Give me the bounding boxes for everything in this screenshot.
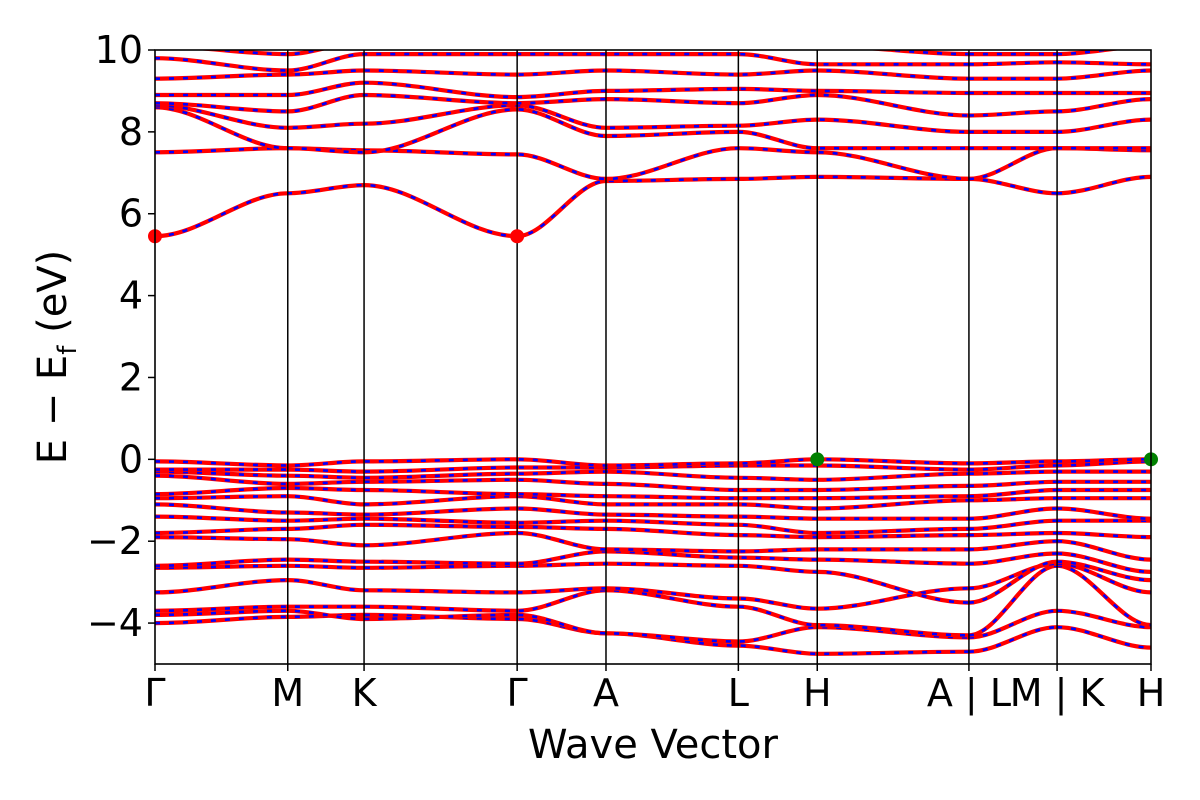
x-tick-label: M [271,671,304,715]
band-4 [155,561,1151,611]
band-22 [155,80,1151,100]
x-tick-label: H [803,671,832,715]
extrema-markers [148,229,1158,467]
y-tick-label: 4 [119,274,143,318]
high-symmetry-lines [287,50,1058,664]
band-24-solid [155,51,1151,73]
x-tick-label: L [728,671,749,715]
y-axis-ticks: −4 −2 0 2 4 6 8 10 [87,28,155,645]
band-21-solid [155,92,1151,118]
band-2 [155,608,1151,644]
x-tick-label: A [593,671,619,715]
band-4-solid [155,561,1151,611]
x-tick-label: H [1137,671,1166,715]
band-21-dashed [155,93,1151,117]
band-17-solid [155,174,1151,239]
band-14 [155,469,1151,482]
x-tick-label: Γ [507,671,528,715]
band-16 [155,457,1151,468]
band-18 [155,146,1151,181]
x-tick-label: A | L [927,671,1011,716]
band-18-solid [155,146,1151,181]
band-17-dashed [155,175,1151,238]
x-tick-label: K [352,671,378,715]
y-tick-label: 0 [119,437,143,481]
vbm-marker-3 [810,452,825,467]
bands-layer [155,50,1151,656]
band-25-dashed [206,50,1115,56]
band-4-dashed [155,562,1151,611]
band-2-dashed [155,609,1151,643]
y-axis-title-main: E − E [30,355,76,465]
x-axis-title: Wave Vector [528,722,779,768]
band-25 [197,50,1122,57]
y-axis-title: E − Ef (eV) [30,250,83,465]
y-tick-label: 2 [119,355,143,399]
y-axis-title-unit: (eV) [30,250,76,346]
band-22-dashed [155,81,1151,99]
band-3-solid [155,563,1151,638]
x-axis-ticks: Γ M K Γ A L H A | LM | K H [144,664,1165,716]
y-tick-label: 8 [119,110,143,154]
band-20-dashed [155,103,1151,134]
band-21 [155,92,1151,118]
y-axis-title-subscript: f [53,345,83,355]
plot-frame [154,49,1152,665]
cbm-marker-2 [510,229,525,244]
y-tick-label: −2 [87,519,143,563]
band-18-dashed [155,146,1151,181]
band-6-dashed [155,550,1151,574]
band-11-dashed [155,494,1151,510]
x-tick-label: M | K [1010,671,1106,716]
band-22-solid [155,80,1151,100]
y-tick-label: 10 [95,28,143,72]
band-24 [155,51,1151,73]
band-17 [155,174,1151,239]
band-10 [155,502,1151,521]
x-tick-label: Γ [144,671,165,715]
band-23 [155,68,1151,81]
band-7-dashed [155,531,1151,561]
band-24-dashed [155,52,1151,72]
y-tick-label: 6 [119,192,143,236]
band-3-dashed [155,564,1151,637]
band-3 [155,563,1151,638]
band-7 [155,530,1151,562]
band-6 [155,549,1151,574]
y-tick-label: −4 [87,601,143,645]
